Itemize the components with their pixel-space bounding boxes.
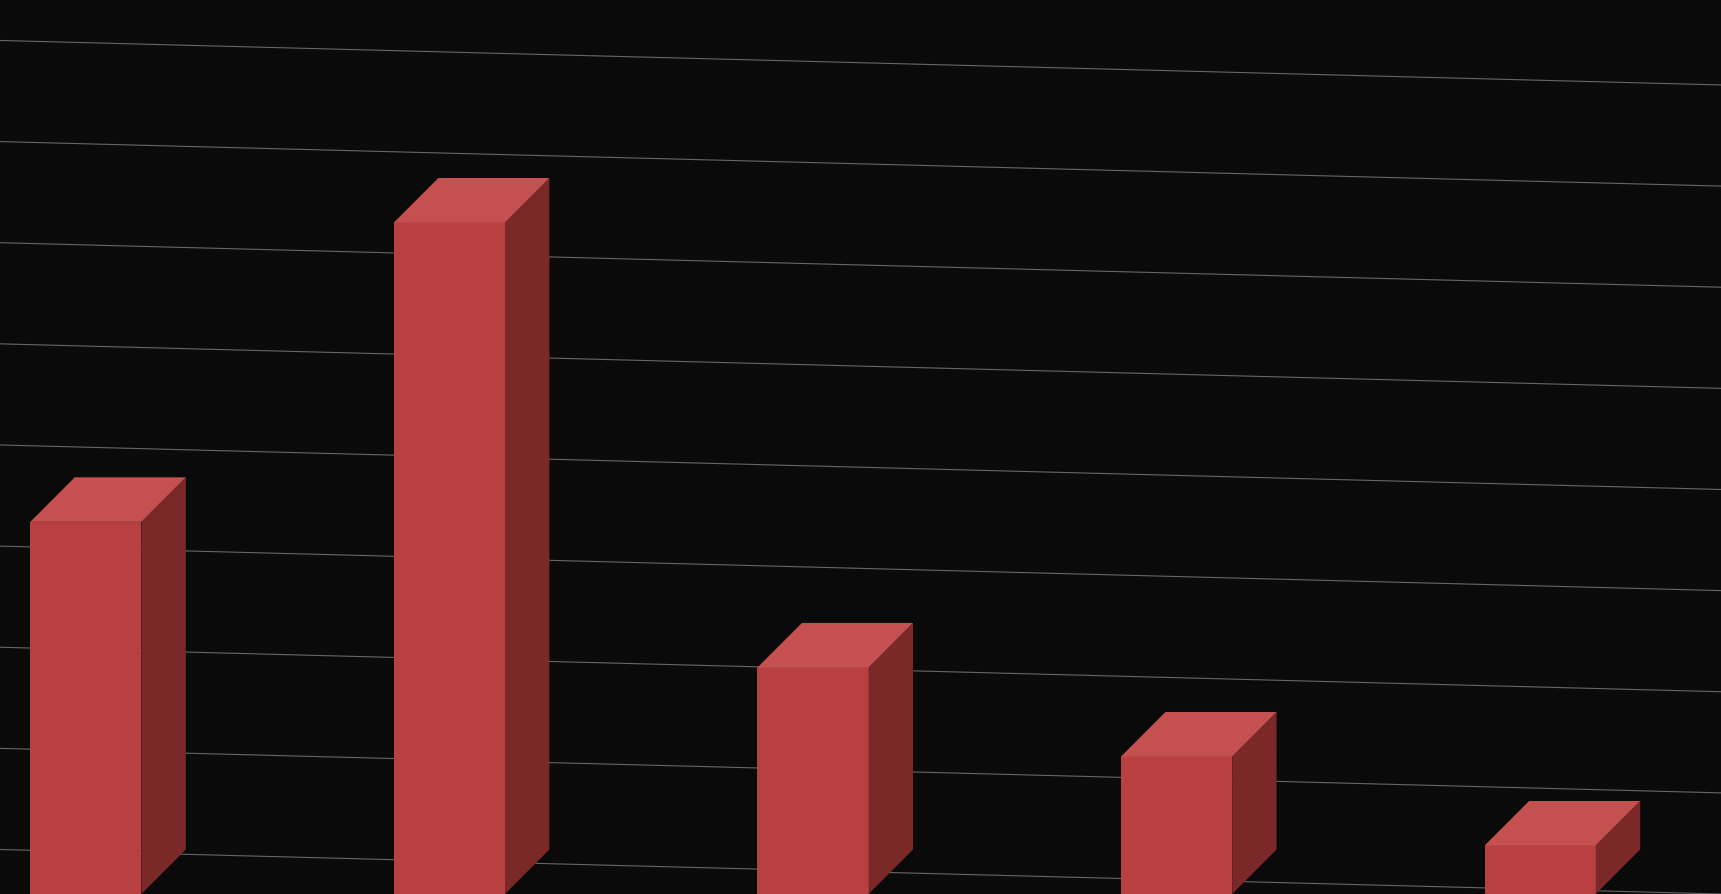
Polygon shape	[1485, 801, 1640, 846]
Polygon shape	[1232, 712, 1277, 894]
Polygon shape	[869, 623, 914, 894]
Polygon shape	[394, 223, 504, 894]
Polygon shape	[757, 623, 914, 668]
Polygon shape	[31, 522, 141, 894]
Polygon shape	[504, 178, 549, 894]
Polygon shape	[757, 668, 869, 894]
Polygon shape	[141, 477, 186, 894]
Polygon shape	[31, 477, 186, 522]
Polygon shape	[1120, 756, 1232, 894]
Polygon shape	[1485, 846, 1595, 894]
Polygon shape	[1595, 801, 1640, 894]
Polygon shape	[1120, 712, 1277, 756]
Polygon shape	[394, 178, 549, 223]
